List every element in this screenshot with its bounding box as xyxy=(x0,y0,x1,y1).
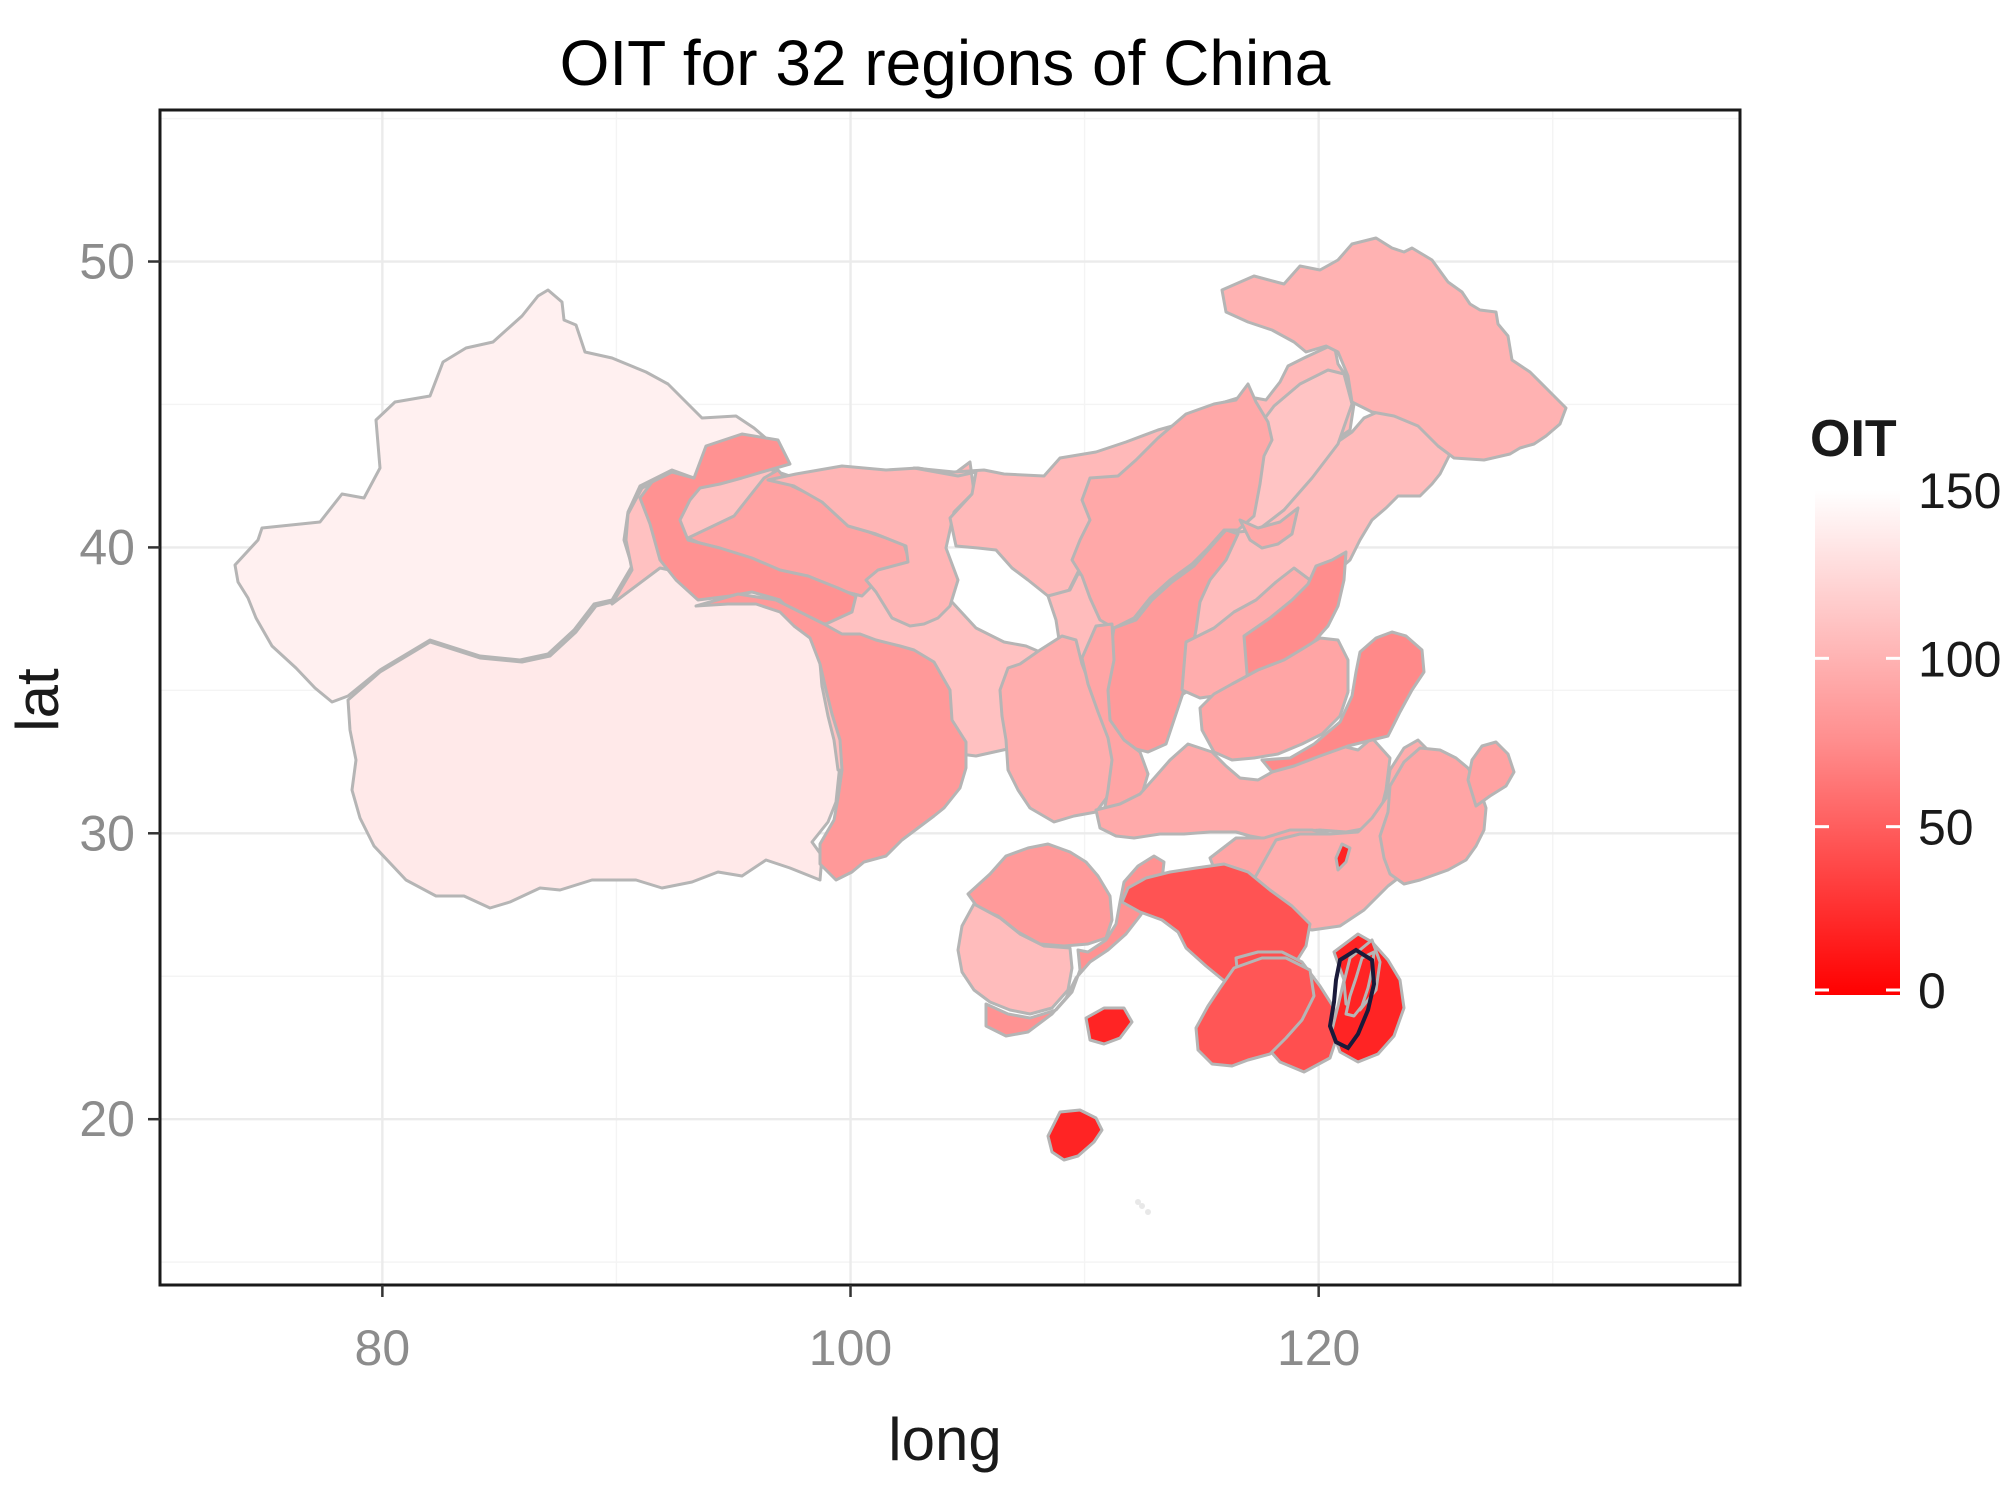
legend-tick-label: 0 xyxy=(1918,963,1946,1019)
map-region xyxy=(1070,382,1274,630)
map-region-no-data xyxy=(1327,947,1377,1051)
y-axis-title: lat xyxy=(4,668,71,732)
x-tick-label: 100 xyxy=(809,1320,892,1376)
map-region xyxy=(1260,630,1426,774)
legend-colorbar xyxy=(1815,490,1900,995)
plot-panel xyxy=(158,108,1742,1287)
map-region xyxy=(956,902,1074,1016)
x-axis-title: long xyxy=(888,1406,1001,1473)
map-islet xyxy=(1139,1203,1145,1209)
legend-tick-label: 100 xyxy=(1918,631,2001,687)
map-islet xyxy=(1145,1209,1151,1215)
y-tick-label: 40 xyxy=(79,519,135,575)
map-region xyxy=(346,564,842,910)
y-tick-label: 20 xyxy=(79,1091,135,1147)
map-region xyxy=(1466,740,1516,808)
y-axis: 20 30 40 50 xyxy=(79,234,160,1147)
map-region xyxy=(1046,1108,1104,1162)
y-tick-label: 50 xyxy=(79,234,135,290)
x-axis: 80 100 120 xyxy=(355,1285,1360,1376)
legend-title: OIT xyxy=(1810,410,1897,468)
y-tick-label: 30 xyxy=(79,805,135,861)
map-region xyxy=(1378,746,1488,886)
plot-border xyxy=(158,108,1742,1287)
map-region xyxy=(1084,1006,1134,1046)
map-regions xyxy=(233,236,1568,1215)
map-region xyxy=(1094,736,1392,842)
map-region xyxy=(1220,236,1568,462)
chart-title: OIT for 32 regions of China xyxy=(560,27,1331,99)
map-region xyxy=(1194,956,1316,1068)
map-region xyxy=(984,854,1166,1038)
legend-tick-label: 150 xyxy=(1918,463,2001,519)
legend-ticks: 0 50 100 150 xyxy=(1815,463,2001,1019)
map-region xyxy=(638,432,858,626)
map-region xyxy=(233,288,784,704)
legend: OIT 0 50 100 150 xyxy=(1810,410,2001,1019)
x-tick-label: 80 xyxy=(355,1320,411,1376)
legend-tick-label: 50 xyxy=(1918,800,1974,856)
map-region xyxy=(1198,636,1350,762)
x-tick-label: 120 xyxy=(1277,1320,1360,1376)
map-islet xyxy=(1135,1199,1141,1205)
map-region xyxy=(1238,506,1300,550)
map-region xyxy=(694,592,968,882)
map-region xyxy=(1334,842,1352,872)
